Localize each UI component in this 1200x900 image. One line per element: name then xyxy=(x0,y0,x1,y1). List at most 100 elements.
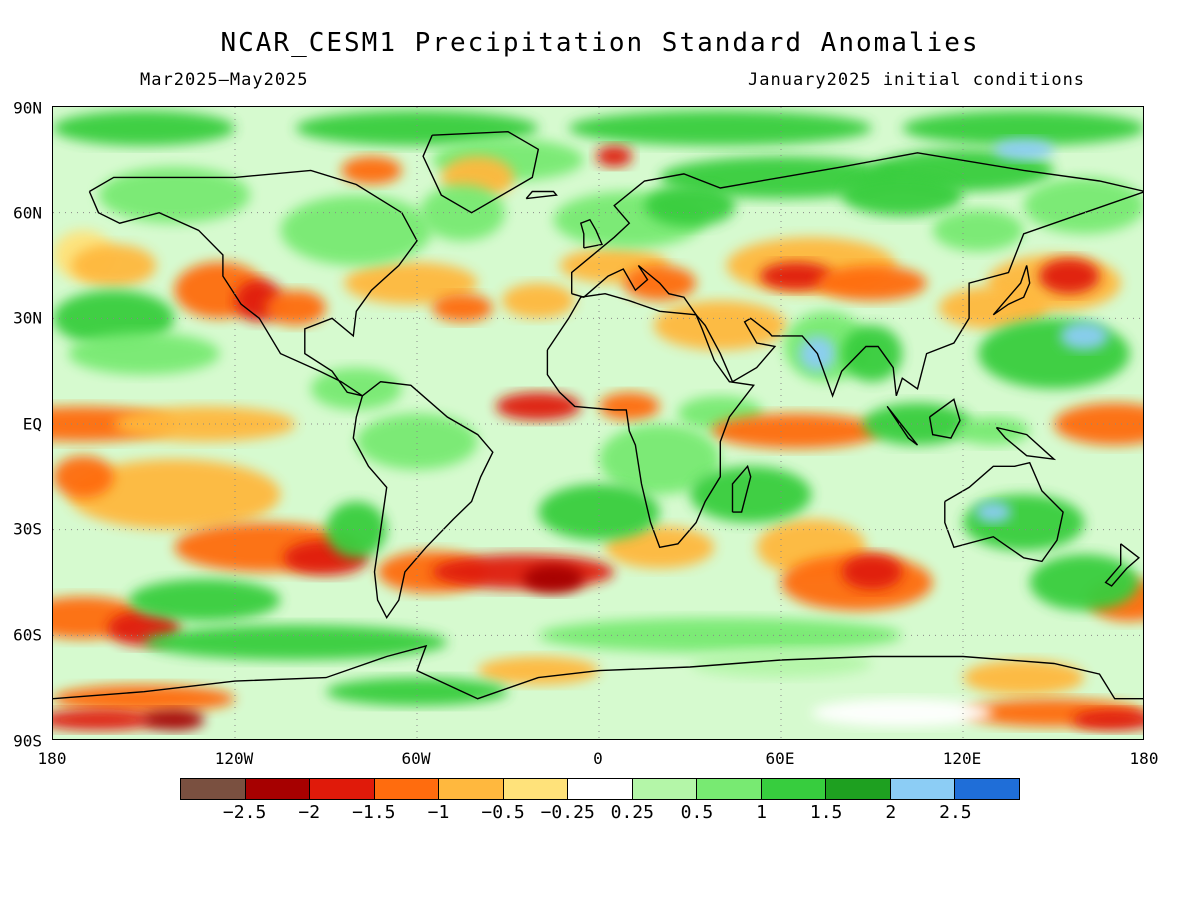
anomaly-patch xyxy=(144,624,448,661)
anomaly-patch xyxy=(841,174,963,217)
anomaly-patch xyxy=(978,318,1130,389)
anomaly-patch xyxy=(280,195,433,266)
lon-label-60w: 60W xyxy=(401,749,431,768)
anomaly-field xyxy=(53,107,1143,739)
anomaly-patch xyxy=(68,332,220,375)
colorbar-swatch xyxy=(568,779,633,799)
map-title: NCAR_CESM1 Precipitation Standard Anomal… xyxy=(220,28,980,58)
coastline-greenland xyxy=(422,130,540,214)
anomaly-patch xyxy=(1060,321,1109,350)
forecast-period: Mar2025—May2025 xyxy=(140,70,309,90)
anomaly-patch xyxy=(295,110,539,146)
anomaly-patch xyxy=(811,698,994,727)
colorbar-swatch xyxy=(503,779,569,799)
anomaly-patch xyxy=(653,300,787,351)
anomaly-patch xyxy=(265,290,326,326)
coastline-japan xyxy=(992,265,1031,316)
colorbar-swatch xyxy=(310,779,375,799)
lat-label-90n: 90N xyxy=(13,98,42,118)
colorbar-label: 0.25 xyxy=(610,802,654,823)
coastline-new-zealand xyxy=(1104,543,1141,587)
map-plot-area xyxy=(53,107,1143,739)
anomaly-patch xyxy=(113,406,296,442)
anomaly-patch xyxy=(711,413,882,449)
anomaly-patch xyxy=(841,554,903,590)
anomaly-map xyxy=(52,106,1144,740)
anomaly-patch xyxy=(53,709,160,731)
initial-conditions: January2025 initial conditions xyxy=(748,70,1086,90)
anomaly-patch xyxy=(326,501,387,558)
colorbar xyxy=(180,778,1020,800)
anomaly-patch xyxy=(975,501,1012,523)
anomaly-patch xyxy=(993,138,1054,160)
anomaly-patch xyxy=(596,145,633,167)
anomaly-patch xyxy=(128,579,281,622)
anomaly-patch xyxy=(599,424,721,495)
coastline-australia xyxy=(944,461,1064,563)
anomaly-patch xyxy=(53,684,235,713)
anomaly-patch xyxy=(956,416,1030,446)
coastline-eurasia xyxy=(571,152,1143,398)
coastline-antarctica xyxy=(53,644,1143,700)
lat-label-60s: 60S xyxy=(13,625,42,645)
colorbar-swatch xyxy=(245,779,311,799)
anomaly-patch xyxy=(432,554,615,590)
grid-lines xyxy=(53,107,1143,739)
colorbar-swatch xyxy=(761,779,827,799)
lat-label-30s: 30S xyxy=(13,519,42,539)
colorbar-swatch xyxy=(826,779,891,799)
coastline-new-guinea xyxy=(995,426,1057,461)
anomaly-patch xyxy=(420,184,505,241)
anomaly-patch xyxy=(1038,258,1100,294)
anomaly-patch xyxy=(538,483,660,541)
colorbar-label: 0.5 xyxy=(680,802,714,823)
lon-label-120w: 120W xyxy=(214,749,254,768)
coastline-madagascar xyxy=(731,464,752,513)
anomaly-patch xyxy=(344,262,478,305)
colorbar-label: 1.5 xyxy=(809,802,843,823)
anomaly-patch xyxy=(523,564,584,594)
colorbar-swatch xyxy=(955,779,1019,799)
colorbar-label: −1.5 xyxy=(352,802,396,823)
lon-label-0: 0 xyxy=(593,749,603,768)
anomaly-patch xyxy=(690,649,872,678)
anomaly-patch xyxy=(71,244,157,287)
colorbar-swatch xyxy=(439,779,504,799)
anomaly-patch xyxy=(538,617,903,653)
anomaly-patch xyxy=(1023,177,1143,234)
anomaly-patch xyxy=(841,325,903,382)
anomaly-patch xyxy=(53,110,235,146)
anomaly-patch xyxy=(98,166,251,224)
anomaly-patch xyxy=(356,413,478,470)
coastline-iceland xyxy=(525,190,558,200)
colorbar-label: −0.25 xyxy=(540,802,595,823)
anomaly-patch xyxy=(341,156,402,185)
lat-label-60n: 60N xyxy=(13,203,42,223)
colorbar-label: 2 xyxy=(885,802,897,823)
colorbar-label: −1 xyxy=(427,802,450,823)
colorbar-label: −0.5 xyxy=(481,802,525,823)
coastline-sumatra xyxy=(886,405,919,446)
coastline-north-america xyxy=(88,169,418,397)
colorbar-swatch xyxy=(374,779,440,799)
anomaly-patch xyxy=(932,209,1024,252)
coastline-great-britain xyxy=(579,218,603,249)
anomaly-patch xyxy=(477,656,599,685)
anomaly-patch xyxy=(53,455,114,498)
anomaly-patch xyxy=(1054,402,1143,446)
anomaly-patch xyxy=(568,110,872,146)
colorbar-swatch xyxy=(181,779,246,799)
anomaly-patch xyxy=(599,392,660,421)
anomaly-patch xyxy=(963,494,1085,551)
colorbar-swatch xyxy=(890,779,956,799)
anomaly-patch xyxy=(326,677,508,706)
colorbar-label: 1 xyxy=(756,802,767,823)
coastlines xyxy=(53,130,1143,700)
lat-label-30n: 30N xyxy=(13,308,42,328)
lat-label-eq: EQ xyxy=(22,414,42,434)
anomaly-patch xyxy=(501,283,575,319)
colorbar-swatch xyxy=(697,779,762,799)
anomaly-patch xyxy=(759,262,833,291)
coastline-south-america xyxy=(352,380,494,620)
lat-label-90s: 90S xyxy=(13,731,42,751)
